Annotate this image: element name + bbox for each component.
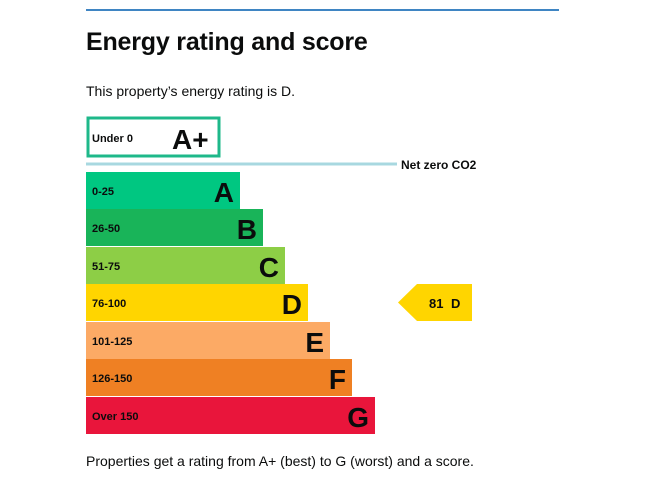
band-d [86, 284, 308, 321]
band-letter: B [237, 214, 257, 245]
current-rating-arrow [398, 284, 472, 321]
band-e [86, 322, 330, 359]
net-zero-label: Net zero CO2 [401, 158, 477, 172]
current-letter: D [451, 296, 460, 311]
band-g [86, 397, 375, 434]
band-c [86, 247, 285, 284]
band-range-label: Over 150 [92, 411, 138, 423]
top-divider [86, 9, 559, 11]
band-letter: E [305, 327, 324, 358]
band-letter: C [259, 252, 279, 283]
band-letter: A+ [172, 124, 209, 155]
band-a [86, 172, 240, 209]
band-letter: G [347, 402, 369, 433]
band-f [86, 359, 352, 396]
page-title: Energy rating and score [86, 28, 368, 56]
rating-explanation: Properties get a rating from A+ (best) t… [86, 453, 474, 469]
band-range-label: 26-50 [92, 223, 120, 235]
band-range-label: 76-100 [92, 298, 126, 310]
band-range-label: Under 0 [92, 133, 133, 145]
band-letter: F [329, 364, 346, 395]
band-letter: D [282, 289, 302, 320]
band-range-label: 0-25 [92, 186, 114, 198]
band-a-plus [86, 116, 221, 158]
current-score: 81 [429, 296, 443, 311]
energy-rating-summary: This property’s energy rating is D. [86, 83, 296, 99]
band-b [86, 209, 263, 246]
band-range-label: 51-75 [92, 261, 120, 273]
band-letter: A [214, 177, 234, 208]
band-range-label: 126-150 [92, 373, 132, 385]
band-range-label: 101-125 [92, 336, 132, 348]
